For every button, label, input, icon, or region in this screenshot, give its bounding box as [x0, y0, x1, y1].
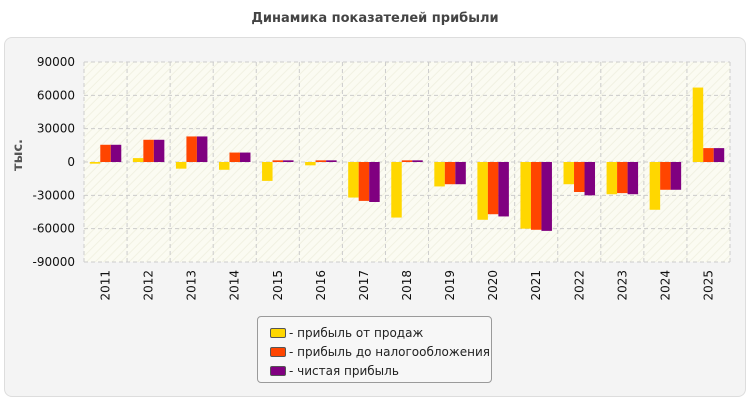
bar-pretax-2012	[143, 139, 154, 162]
bar-sales-2025	[692, 87, 704, 162]
bar-sales-2016	[305, 162, 316, 166]
bar-sales-2017	[348, 162, 359, 198]
legend-item-net: - чистая прибыль	[270, 361, 491, 380]
bar-pretax-2022	[574, 162, 585, 192]
y-tick-label: -60000	[32, 222, 75, 236]
legend-item-pretax: - прибыль до налогообложения	[270, 342, 491, 361]
x-tick-label: 2024	[658, 270, 672, 301]
bar-pretax-2017	[358, 162, 370, 201]
bar-pretax-2024	[660, 162, 671, 190]
x-tick-label: 2013	[185, 270, 199, 301]
x-tick-label: 2011	[99, 270, 113, 301]
legend-label-net: - чистая прибыль	[289, 363, 399, 378]
bar-net-2017	[369, 162, 380, 202]
bar-net-2020	[498, 162, 509, 217]
legend-label-sales: - прибыль от продаж	[289, 325, 424, 340]
bar-sales-2014	[218, 162, 230, 170]
bar-pretax-2013	[186, 136, 197, 162]
bar-net-2025	[713, 148, 725, 162]
bar-net-2024	[670, 162, 682, 190]
x-tick-label: 2021	[529, 270, 543, 301]
bar-sales-2018	[391, 162, 402, 218]
bar-pretax-2011	[100, 144, 111, 162]
bar-sales-2021	[520, 162, 531, 229]
y-tick-label: 30000	[37, 122, 75, 136]
legend-swatch-sales	[270, 327, 286, 338]
bar-net-2011	[110, 144, 122, 162]
y-tick-labels: 90000 60000 30000 0 -30000 -60000 -90000	[32, 55, 75, 269]
x-tick-label: 2020	[486, 270, 500, 301]
x-tick-label: 2017	[357, 270, 371, 301]
x-tick-label: 2018	[400, 270, 414, 301]
y-tick-label: -90000	[32, 255, 75, 269]
bar-pretax-2019	[444, 162, 456, 185]
y-axis-label: тыс.	[11, 139, 26, 171]
legend-item-sales: - прибыль от продаж	[270, 323, 491, 342]
bar-pretax-2018	[401, 160, 413, 162]
bar-net-2016	[326, 160, 337, 162]
chart-title: Динамика показателей прибыли	[251, 11, 499, 26]
bar-pretax-2016	[315, 160, 327, 162]
bar-net-2013	[196, 136, 208, 162]
bar-net-2023	[627, 162, 639, 195]
x-tick-label: 2016	[314, 270, 328, 301]
x-tick-label: 2015	[271, 270, 285, 301]
bar-sales-2020	[477, 162, 488, 220]
x-tick-label: 2012	[142, 270, 156, 301]
bar-pretax-2025	[703, 148, 714, 162]
bar-sales-2012	[132, 158, 144, 162]
bar-sales-2011	[89, 162, 101, 164]
legend-label-pretax: - прибыль до налогообложения	[289, 344, 490, 359]
x-tick-label: 2019	[443, 270, 457, 301]
y-tick-label: 0	[67, 155, 75, 169]
bar-sales-2013	[175, 162, 187, 169]
x-tick-label: 2025	[701, 270, 715, 301]
bar-net-2012	[153, 139, 165, 162]
legend: - прибыль от продаж - прибыль до налогоо…	[257, 316, 492, 383]
bar-pretax-2015	[272, 160, 284, 162]
bars	[89, 87, 725, 231]
bar-net-2022	[584, 162, 596, 196]
bar-pretax-2023	[617, 162, 628, 194]
bar-sales-2015	[262, 162, 273, 181]
y-tick-label: -30000	[32, 188, 75, 202]
bar-pretax-2021	[530, 162, 542, 230]
x-tick-label: 2023	[615, 270, 629, 301]
bar-pretax-2020	[487, 162, 499, 215]
bar-pretax-2014	[229, 152, 240, 162]
bar-net-2018	[412, 160, 423, 162]
x-tick-label: 2022	[572, 270, 586, 301]
bar-net-2015	[283, 160, 294, 162]
bar-sales-2023	[606, 162, 618, 195]
y-tick-label: 60000	[37, 88, 75, 102]
bar-net-2014	[239, 152, 251, 162]
bar-net-2019	[455, 162, 466, 185]
y-tick-label: 90000	[37, 55, 75, 69]
legend-swatch-net	[270, 365, 286, 376]
bar-sales-2024	[649, 162, 661, 210]
x-tick-label: 2014	[228, 270, 242, 301]
bar-sales-2022	[563, 162, 575, 185]
x-tick-labels: 2011 2012 2013 2014 2015 2016 2017 2018 2019 2020…	[99, 270, 716, 301]
legend-swatch-pretax	[270, 346, 286, 357]
bar-sales-2019	[434, 162, 445, 187]
bar-net-2021	[541, 162, 552, 231]
